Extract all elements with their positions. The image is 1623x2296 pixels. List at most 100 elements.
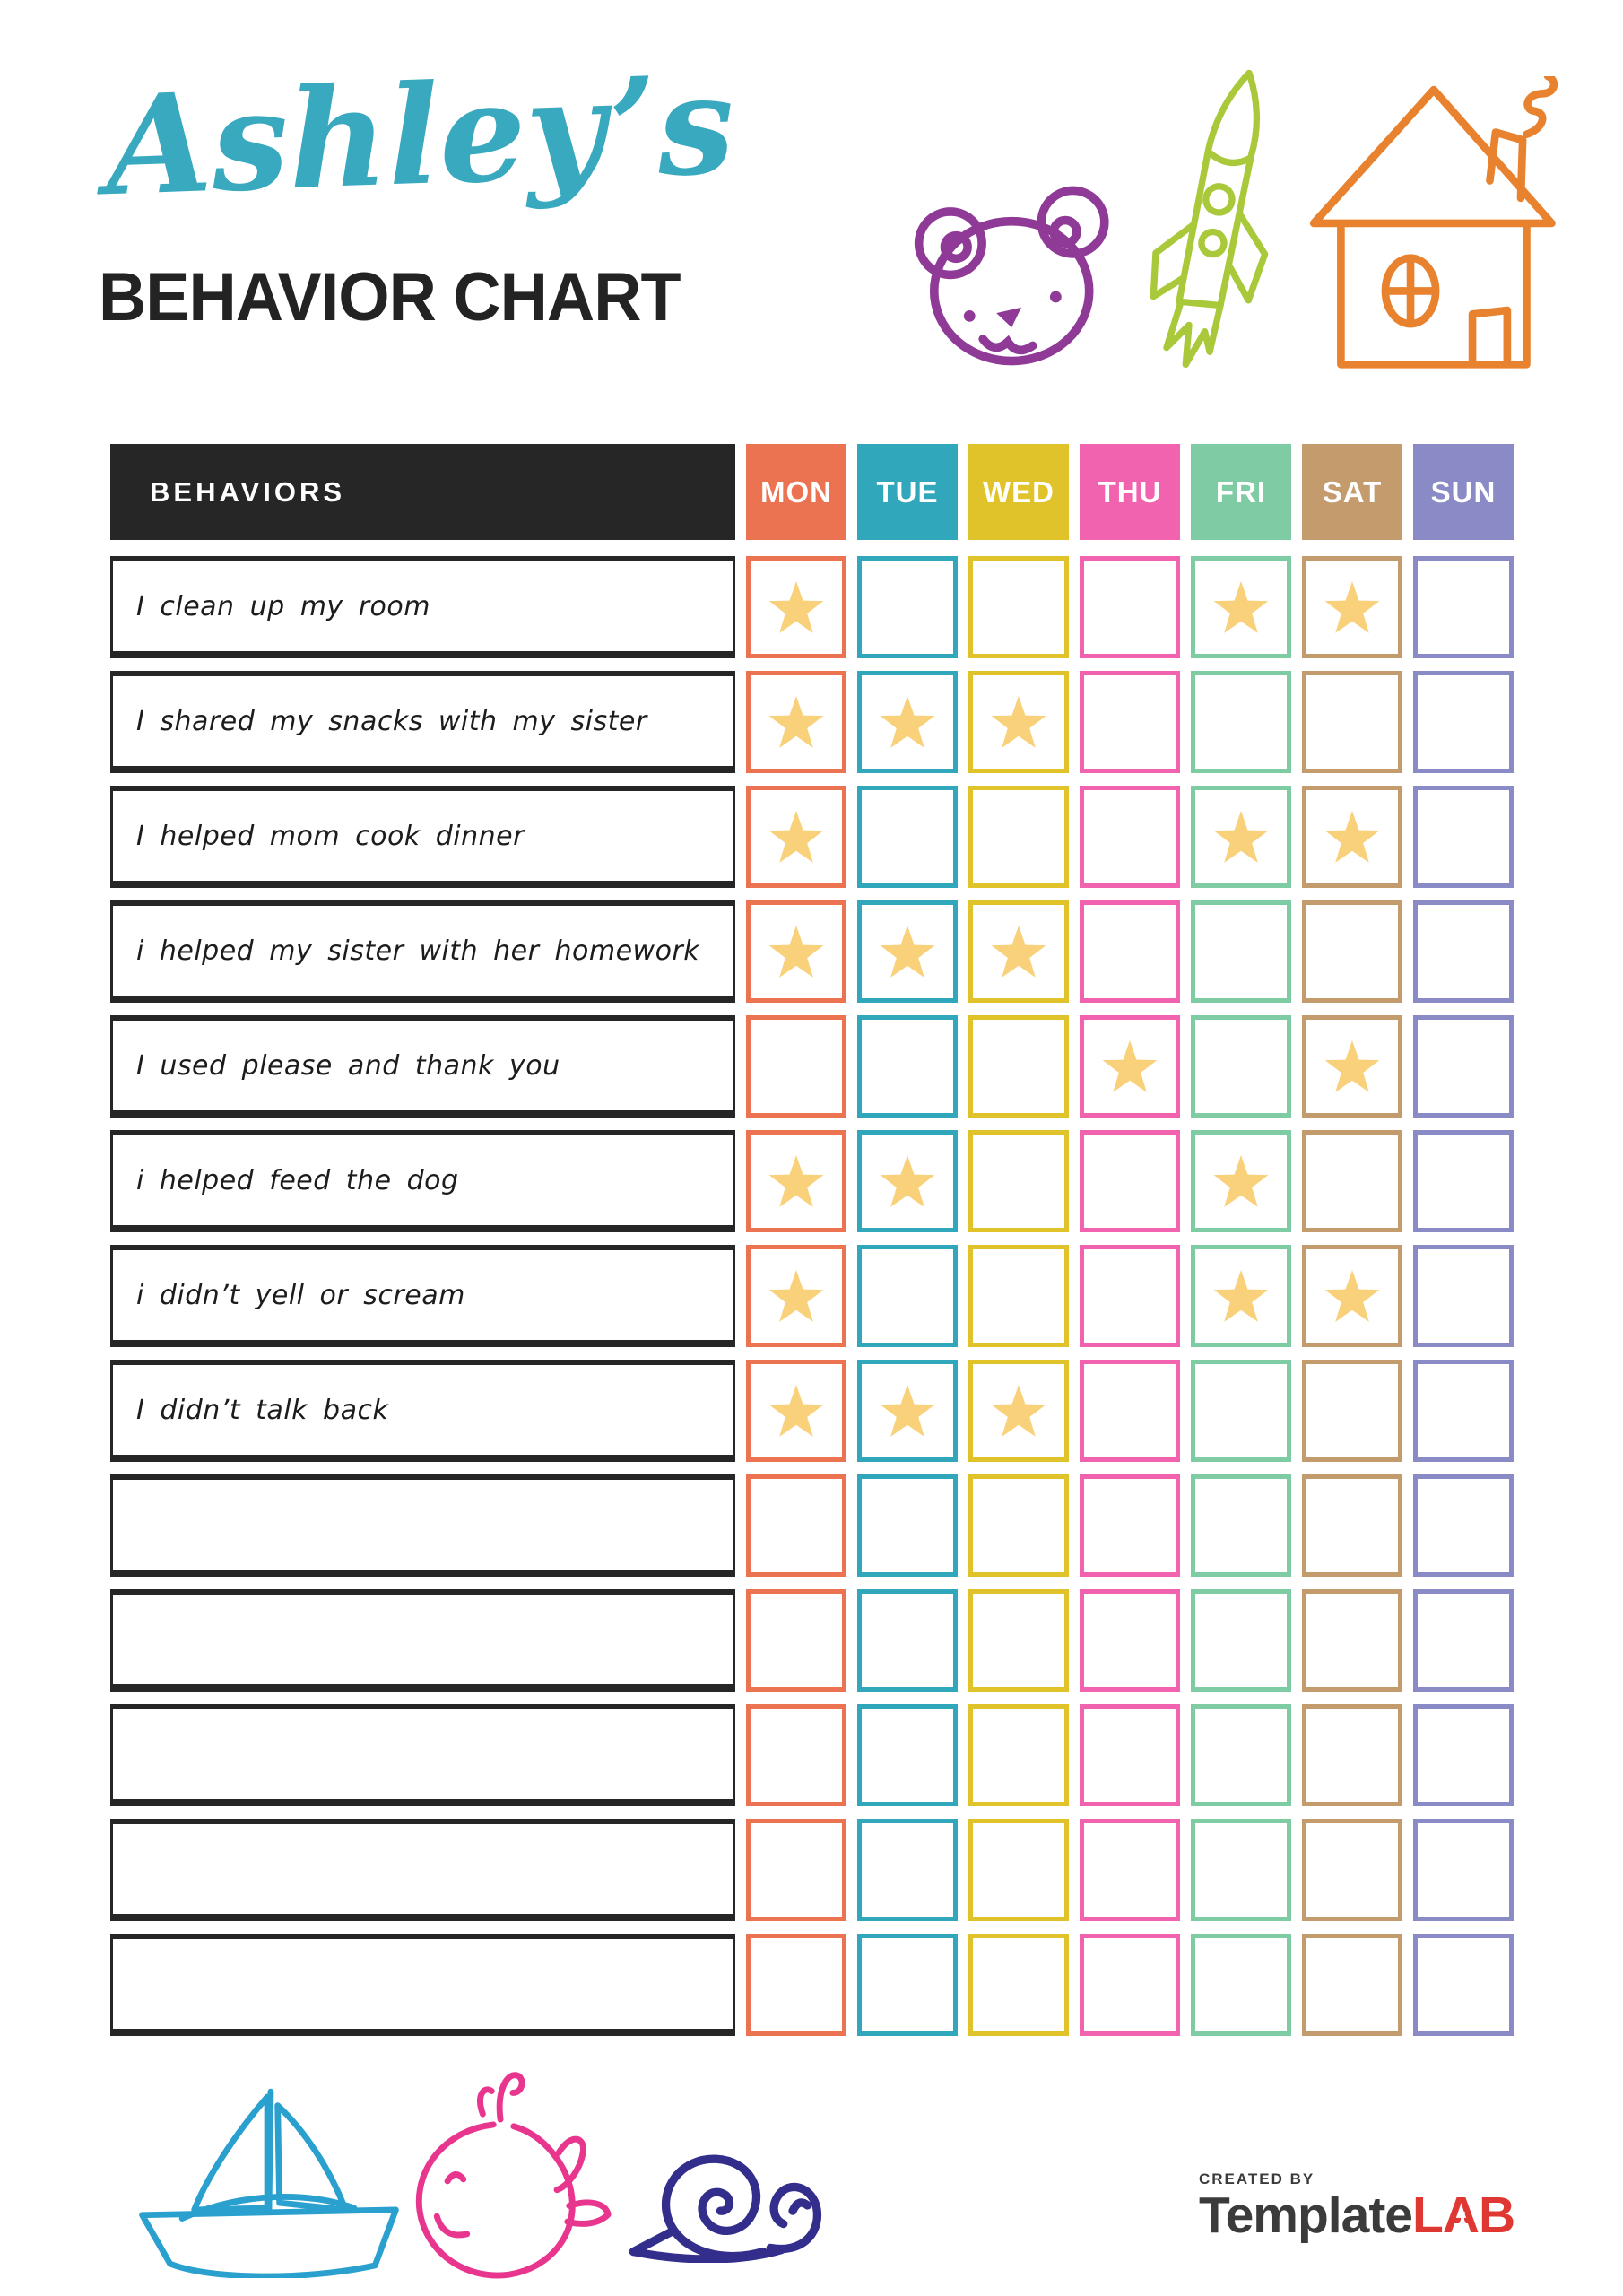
day-cell-thu[interactable] — [1080, 1360, 1180, 1462]
day-cell-thu[interactable] — [1080, 671, 1180, 773]
day-cell-thu[interactable] — [1080, 900, 1180, 1003]
day-cell-tue[interactable] — [857, 900, 958, 1003]
behavior-label: I helped mom cook dinner — [110, 786, 735, 888]
day-cell-tue[interactable] — [857, 1360, 958, 1462]
day-cell-wed[interactable] — [968, 556, 1069, 658]
star-icon — [768, 1270, 824, 1322]
day-cell-mon[interactable] — [746, 1130, 846, 1232]
day-cell-thu[interactable] — [1080, 786, 1180, 888]
day-cell-sun[interactable] — [1413, 1245, 1514, 1347]
day-cell-sat[interactable] — [1302, 1474, 1402, 1577]
day-cell-mon[interactable] — [746, 1474, 846, 1577]
day-cell-fri[interactable] — [1191, 1130, 1291, 1232]
day-cell-fri[interactable] — [1191, 1819, 1291, 1921]
day-cell-wed[interactable] — [968, 1130, 1069, 1232]
day-cell-sat[interactable] — [1302, 1934, 1402, 2036]
day-cell-wed[interactable] — [968, 1589, 1069, 1692]
day-cell-tue[interactable] — [857, 786, 958, 888]
day-cell-mon[interactable] — [746, 1589, 846, 1692]
day-cell-fri[interactable] — [1191, 900, 1291, 1003]
day-cell-tue[interactable] — [857, 671, 958, 773]
day-cell-sat[interactable] — [1302, 900, 1402, 1003]
day-cell-wed[interactable] — [968, 671, 1069, 773]
day-cell-sun[interactable] — [1413, 1130, 1514, 1232]
day-cell-sat[interactable] — [1302, 671, 1402, 773]
day-cell-tue[interactable] — [857, 556, 958, 658]
day-cell-sat[interactable] — [1302, 1015, 1402, 1118]
day-cell-sat[interactable] — [1302, 556, 1402, 658]
day-cell-thu[interactable] — [1080, 1934, 1180, 2036]
day-cell-mon[interactable] — [746, 786, 846, 888]
day-cell-wed[interactable] — [968, 1934, 1069, 2036]
day-cell-sat[interactable] — [1302, 1589, 1402, 1692]
star-icon — [991, 1385, 1046, 1437]
day-cell-wed[interactable] — [968, 1245, 1069, 1347]
day-cell-fri[interactable] — [1191, 1589, 1291, 1692]
day-cell-sat[interactable] — [1302, 1130, 1402, 1232]
day-cell-sun[interactable] — [1413, 1704, 1514, 1806]
day-cell-mon[interactable] — [746, 1245, 846, 1347]
day-cell-thu[interactable] — [1080, 1474, 1180, 1577]
day-cell-fri[interactable] — [1191, 1360, 1291, 1462]
day-cell-sat[interactable] — [1302, 1704, 1402, 1806]
day-cell-sat[interactable] — [1302, 1819, 1402, 1921]
day-cell-tue[interactable] — [857, 1704, 958, 1806]
day-cell-wed[interactable] — [968, 786, 1069, 888]
day-cell-mon[interactable] — [746, 671, 846, 773]
day-cell-thu[interactable] — [1080, 1015, 1180, 1118]
day-cell-mon[interactable] — [746, 900, 846, 1003]
day-cell-mon[interactable] — [746, 1015, 846, 1118]
day-cell-fri[interactable] — [1191, 1015, 1291, 1118]
brand-primary-text: Template — [1199, 2187, 1413, 2244]
day-cell-mon[interactable] — [746, 1704, 846, 1806]
day-cell-wed[interactable] — [968, 900, 1069, 1003]
behavior-row — [110, 1704, 1514, 1806]
day-cell-thu[interactable] — [1080, 556, 1180, 658]
day-cell-mon[interactable] — [746, 556, 846, 658]
day-cell-tue[interactable] — [857, 1130, 958, 1232]
day-cell-sun[interactable] — [1413, 1819, 1514, 1921]
behavior-label — [110, 1934, 735, 2036]
day-cell-mon[interactable] — [746, 1819, 846, 1921]
day-cell-sat[interactable] — [1302, 1245, 1402, 1347]
day-cell-sat[interactable] — [1302, 1360, 1402, 1462]
day-cell-wed[interactable] — [968, 1015, 1069, 1118]
day-cell-sun[interactable] — [1413, 1934, 1514, 2036]
day-cell-mon[interactable] — [746, 1934, 846, 2036]
day-cell-sun[interactable] — [1413, 1474, 1514, 1577]
day-cell-thu[interactable] — [1080, 1589, 1180, 1692]
day-cell-sun[interactable] — [1413, 1589, 1514, 1692]
day-cell-thu[interactable] — [1080, 1704, 1180, 1806]
day-cell-fri[interactable] — [1191, 671, 1291, 773]
day-cell-fri[interactable] — [1191, 1934, 1291, 2036]
behaviors-column-header: BEHAVIORS — [110, 444, 735, 540]
day-cell-sun[interactable] — [1413, 1015, 1514, 1118]
day-cell-tue[interactable] — [857, 1589, 958, 1692]
day-cell-thu[interactable] — [1080, 1130, 1180, 1232]
day-cell-sun[interactable] — [1413, 1360, 1514, 1462]
behavior-row: i helped feed the dog — [110, 1130, 1514, 1232]
day-cell-tue[interactable] — [857, 1474, 958, 1577]
day-cell-thu[interactable] — [1080, 1245, 1180, 1347]
day-cell-mon[interactable] — [746, 1360, 846, 1462]
day-cell-sun[interactable] — [1413, 786, 1514, 888]
day-cell-sun[interactable] — [1413, 900, 1514, 1003]
star-icon — [1213, 811, 1269, 863]
day-cell-fri[interactable] — [1191, 1474, 1291, 1577]
day-cell-fri[interactable] — [1191, 1245, 1291, 1347]
day-cell-wed[interactable] — [968, 1819, 1069, 1921]
day-cell-wed[interactable] — [968, 1360, 1069, 1462]
day-cell-fri[interactable] — [1191, 1704, 1291, 1806]
day-cell-tue[interactable] — [857, 1015, 958, 1118]
day-cell-wed[interactable] — [968, 1474, 1069, 1577]
day-cell-wed[interactable] — [968, 1704, 1069, 1806]
day-cell-sun[interactable] — [1413, 556, 1514, 658]
day-cell-fri[interactable] — [1191, 556, 1291, 658]
day-cell-tue[interactable] — [857, 1819, 958, 1921]
day-cell-sat[interactable] — [1302, 786, 1402, 888]
day-cell-sun[interactable] — [1413, 671, 1514, 773]
day-cell-tue[interactable] — [857, 1934, 958, 2036]
day-cell-fri[interactable] — [1191, 786, 1291, 888]
day-cell-thu[interactable] — [1080, 1819, 1180, 1921]
day-cell-tue[interactable] — [857, 1245, 958, 1347]
